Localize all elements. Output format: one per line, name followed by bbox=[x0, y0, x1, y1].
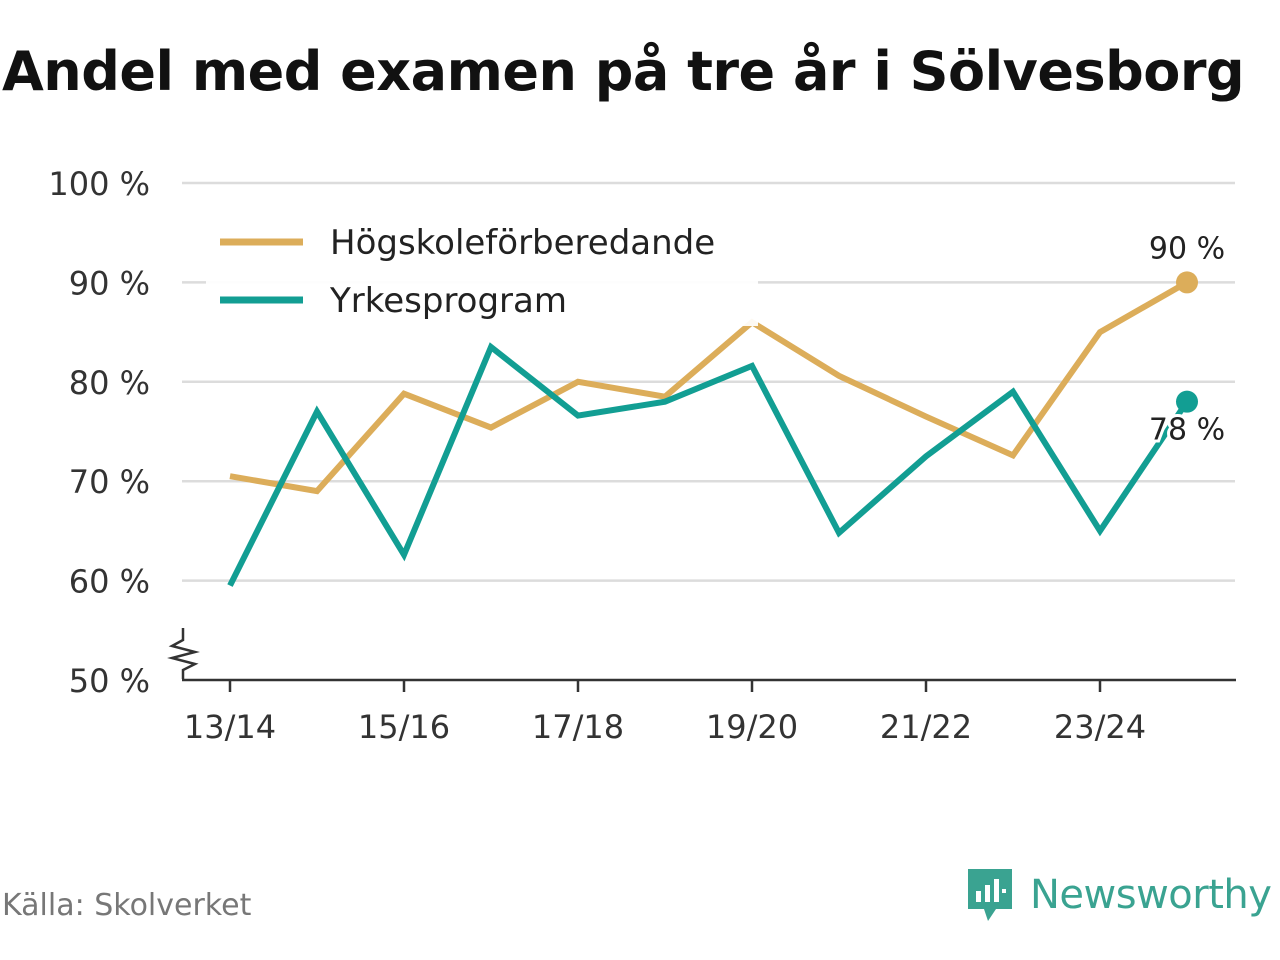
y-tick-label: 80 % bbox=[69, 364, 150, 402]
end-value-label: 90 % bbox=[1149, 231, 1225, 266]
legend-background bbox=[206, 214, 758, 326]
chart-title: Andel med examen på tre år i Sölvesborg bbox=[2, 40, 1245, 103]
chart-bubble-icon bbox=[968, 869, 1012, 921]
x-tick-label: 19/20 bbox=[706, 708, 798, 746]
newsworthy-logo: Newsworthy bbox=[964, 865, 1272, 925]
x-tick-label: 21/22 bbox=[880, 708, 972, 746]
brand-name: Newsworthy bbox=[1030, 872, 1272, 918]
y-axis-tick-labels: 50 % 60 % 70 % 80 % 90 % 100 % bbox=[48, 165, 150, 700]
x-axis: 13/14 15/16 17/18 19/20 21/22 23/24 bbox=[167, 628, 1236, 746]
end-value-label: 78 % bbox=[1149, 413, 1225, 448]
series-lines bbox=[227, 279, 1190, 587]
legend: Högskoleförberedande Yrkesprogram bbox=[206, 214, 758, 326]
legend-label: Yrkesprogram bbox=[329, 281, 567, 321]
series-line-yrkesprogram bbox=[227, 342, 1190, 587]
axis-break-mark bbox=[167, 628, 200, 679]
x-tick-label: 23/24 bbox=[1054, 708, 1146, 746]
y-tick-label: 90 % bbox=[69, 264, 150, 302]
legend-label: Högskoleförberedande bbox=[330, 223, 715, 263]
x-tick-label: 13/14 bbox=[184, 708, 276, 746]
y-tick-label: 60 % bbox=[69, 563, 150, 601]
x-tick-label: 17/18 bbox=[532, 708, 624, 746]
series-line-högskoleförberedande bbox=[229, 279, 1189, 495]
source-note: Källa: Skolverket bbox=[2, 888, 252, 923]
end-marker bbox=[1176, 390, 1198, 413]
y-tick-label: 70 % bbox=[69, 463, 150, 501]
y-tick-label: 100 % bbox=[48, 165, 150, 203]
y-tick-label: 50 % bbox=[69, 662, 150, 700]
x-tick-label: 15/16 bbox=[358, 708, 450, 746]
end-markers: 90 % 78 % bbox=[1146, 228, 1228, 450]
end-marker bbox=[1176, 271, 1198, 294]
